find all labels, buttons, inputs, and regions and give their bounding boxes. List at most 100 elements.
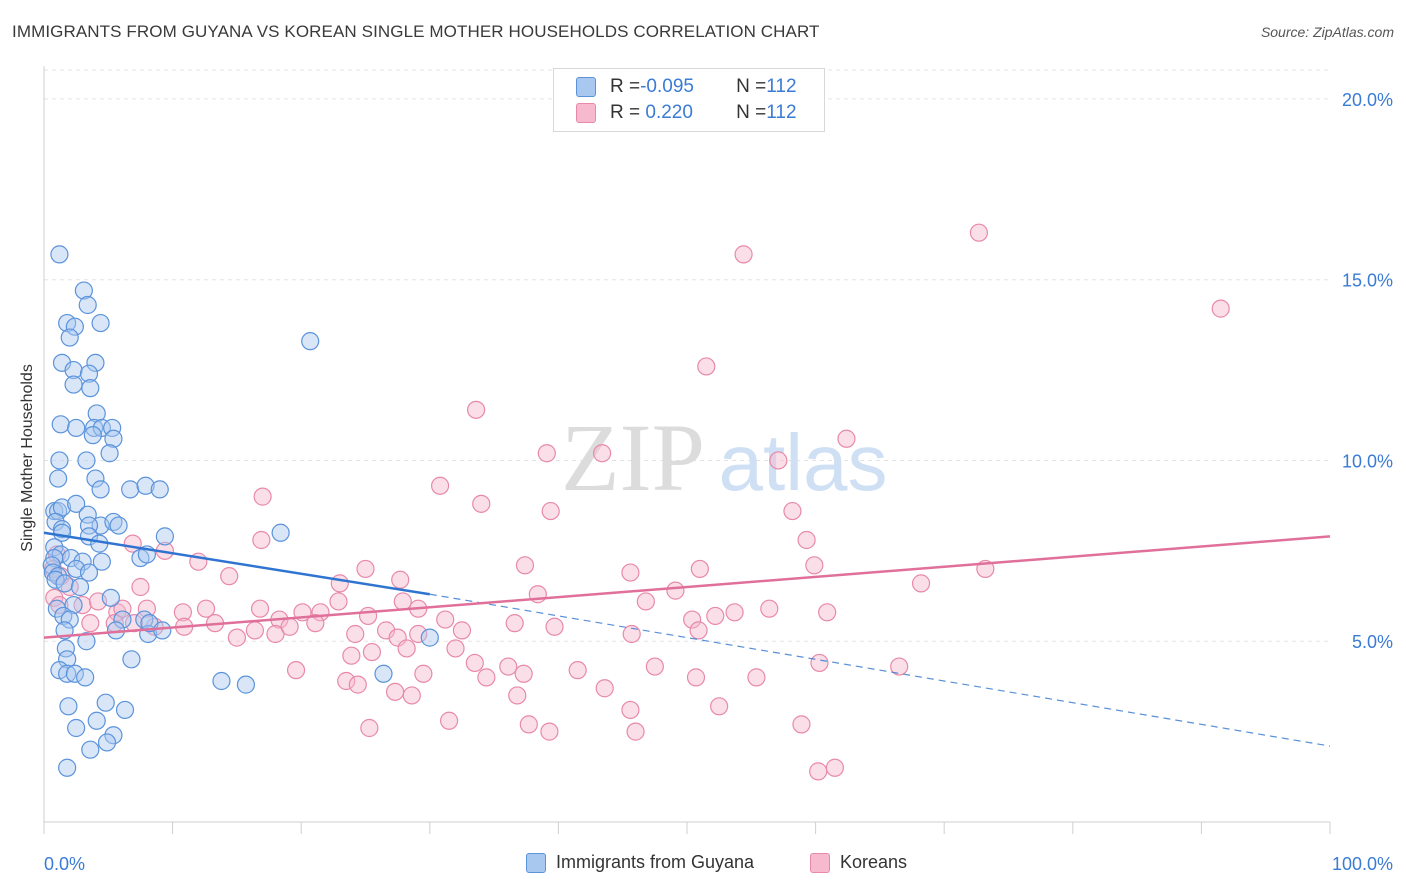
korean-point	[329, 592, 348, 611]
guyana-point	[46, 570, 65, 589]
guyana-point	[153, 621, 172, 640]
korean-point	[621, 700, 640, 720]
korean-point	[465, 653, 484, 673]
n-value: 112	[766, 102, 797, 123]
korean-point	[337, 671, 356, 691]
n-label: N =	[736, 102, 767, 123]
watermark-zip: ZIP	[561, 404, 705, 511]
korean-point	[137, 599, 156, 618]
korean-point	[810, 653, 829, 673]
korean-point	[514, 664, 533, 683]
korean-point	[568, 661, 587, 680]
n-label: N =	[736, 76, 767, 97]
korean-point	[391, 570, 410, 589]
y-tick-label: 15.0%	[1342, 271, 1393, 291]
korean-point	[683, 610, 702, 629]
legend-row-koreans: R = 0.220 N = 112	[576, 101, 797, 125]
korean-point	[477, 668, 496, 687]
guyana-point	[52, 353, 72, 372]
guyana-point	[77, 632, 96, 651]
korean-point	[725, 603, 744, 622]
korean-point	[710, 697, 729, 716]
korean-point	[645, 657, 664, 676]
korean-point	[286, 661, 306, 680]
guyana-point	[60, 328, 79, 347]
korean-point	[890, 657, 909, 676]
guyana-point	[122, 650, 141, 669]
korean-point	[911, 574, 931, 593]
korean-point	[253, 487, 272, 506]
korean-point	[545, 617, 564, 636]
r-label: R =	[610, 76, 641, 97]
korean-point	[402, 686, 421, 705]
legend-item-guyana[interactable]: Immigrants from Guyana	[526, 852, 754, 873]
n-value: 112	[766, 76, 797, 97]
watermark-atlas: atlas	[719, 418, 888, 507]
y-tick-label: 10.0%	[1342, 451, 1393, 471]
x-tick-label: 100.0%	[1332, 854, 1393, 874]
korean-point	[409, 624, 428, 644]
correlation-legend: R = -0.095 N = 112 R = 0.220 N = 112	[553, 68, 825, 132]
guyana-point	[109, 516, 128, 535]
guyana-point	[87, 711, 106, 730]
guyana-point	[301, 332, 320, 351]
guyana-point	[104, 726, 123, 745]
korean-point	[436, 610, 455, 629]
korean-point	[330, 574, 349, 593]
guyana-point	[86, 353, 105, 372]
korean-point	[466, 400, 486, 419]
legend-row-guyana: R = -0.095 N = 112	[576, 75, 797, 99]
guyana-point	[78, 295, 97, 315]
korean-point	[342, 646, 361, 665]
legend-item-koreans[interactable]: Koreans	[810, 852, 907, 873]
guyana-point	[64, 375, 83, 394]
guyana-point	[81, 740, 100, 759]
korean-point	[362, 642, 382, 662]
korean-point	[1211, 299, 1230, 318]
korean-point	[280, 617, 299, 636]
guyana-point	[100, 444, 119, 463]
guyana-point	[67, 494, 86, 513]
guyana-point	[49, 469, 68, 488]
legend-label: Immigrants from Guyana	[556, 852, 755, 872]
korean-point	[636, 592, 655, 611]
guyana-point	[50, 245, 69, 264]
koreans-points	[43, 223, 1230, 781]
guyana-point	[64, 360, 83, 380]
guyana-point	[81, 379, 100, 398]
axes	[43, 66, 1331, 834]
korean-point	[809, 762, 828, 781]
korean-point	[245, 621, 265, 640]
y-tick-label: 5.0%	[1352, 632, 1393, 652]
source-label: Source: ZipAtlas.com	[1260, 24, 1394, 40]
tick-labels: 5.0% 10.0% 15.0% 20.0% 0.0% 100.0%	[44, 90, 1393, 874]
korean-point	[541, 501, 560, 521]
korean-point	[515, 556, 535, 575]
korean-point	[439, 711, 459, 730]
korean-point	[686, 668, 706, 687]
guyana-point	[113, 610, 132, 629]
guyana-point	[58, 758, 77, 777]
korean-point	[397, 639, 416, 658]
guyana-point	[87, 404, 106, 423]
legend-label: Koreans	[840, 852, 908, 872]
guyana-point	[115, 700, 135, 720]
korean-point	[818, 603, 837, 622]
series-legend: Immigrants from Guyana Koreans	[0, 852, 1406, 876]
guyana-point	[420, 628, 439, 647]
guyana-point	[50, 451, 69, 470]
guyana-point	[46, 512, 65, 532]
guyana-point	[45, 538, 64, 557]
guyana-point	[67, 418, 86, 438]
korean-point	[797, 530, 816, 550]
y-tick-label: 20.0%	[1342, 90, 1393, 110]
korean-point	[690, 559, 709, 579]
guyana-point	[73, 552, 92, 571]
korean-point	[472, 494, 491, 513]
guyana-point	[58, 664, 77, 683]
korean-point	[783, 501, 802, 521]
gridlines	[44, 69, 1330, 642]
r-value: -0.095	[640, 76, 694, 97]
korean-point	[825, 758, 844, 777]
korean-point	[113, 599, 132, 618]
